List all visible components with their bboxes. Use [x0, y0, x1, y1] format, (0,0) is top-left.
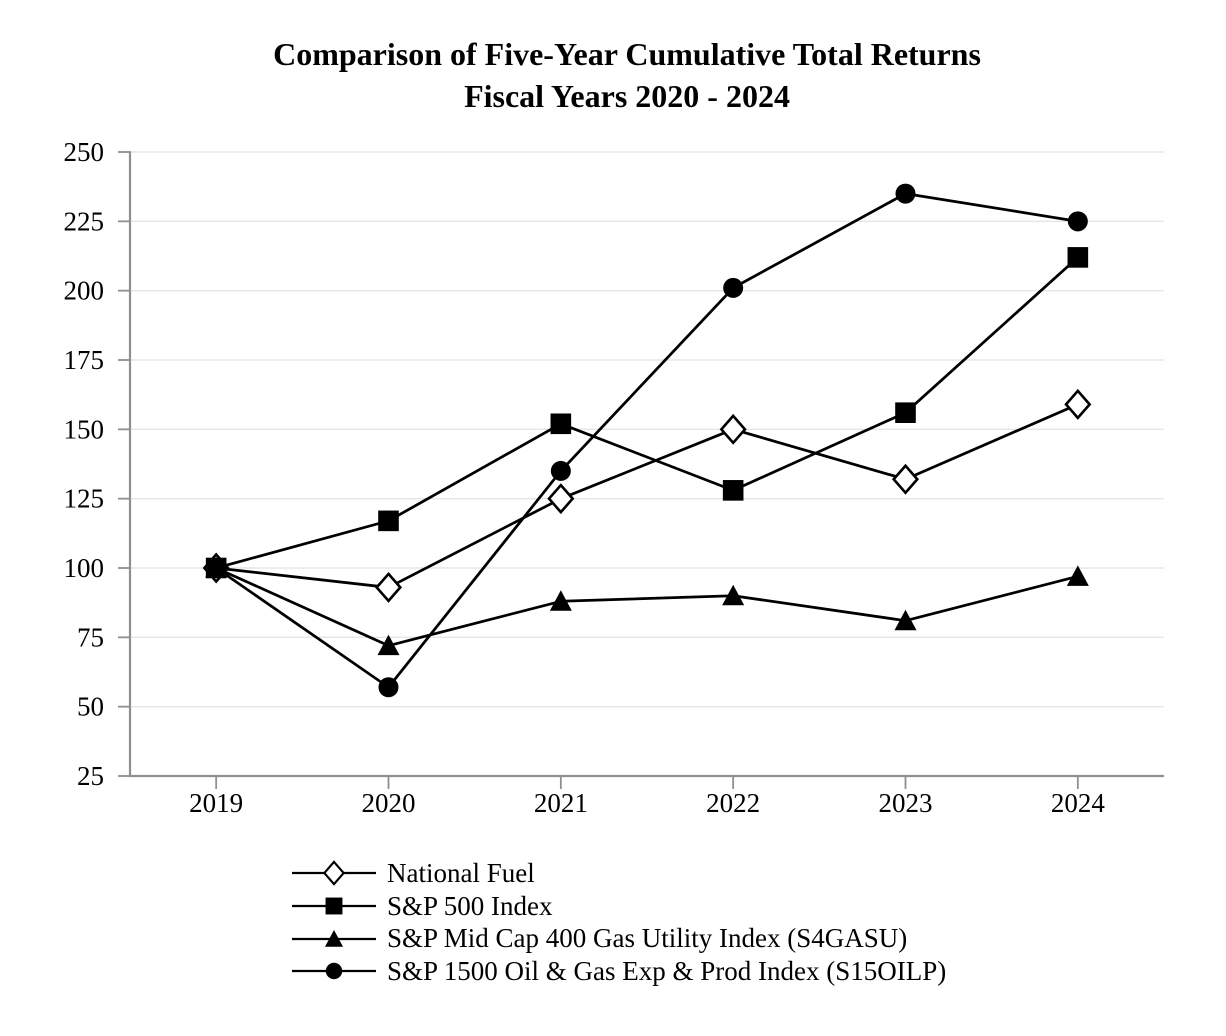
line-chart: 25 50 75 100 125 150 175 200 225 250 2019 2020 2021 2…	[64, 137, 1164, 818]
y-tick-label: 175	[64, 345, 105, 375]
triangle-filled-marker-icon	[324, 929, 344, 947]
series-national-fuel	[202, 388, 1092, 603]
y-tick-label: 225	[64, 206, 105, 236]
circle-filled-marker-icon	[723, 277, 744, 298]
y-tick-label: 200	[64, 276, 105, 306]
diamond-open-marker-icon	[547, 483, 575, 515]
series-s-p-1500-oil-gas-exp-prod-index-s15oilp	[206, 183, 1088, 698]
circle-filled-marker-icon	[325, 963, 343, 980]
legend-key-triangle-filled	[292, 929, 376, 947]
y-tick-label: 250	[64, 137, 105, 167]
legend-item-national-fuel: National Fuel	[291, 857, 946, 890]
legend-item-s-p-mid-cap-400-gas-utility-index-s4gasu: S&P Mid Cap 400 Gas Utility Index (S4GAS…	[291, 922, 946, 955]
triangle-filled-marker-icon	[894, 609, 917, 631]
triangle-filled-marker-icon	[722, 584, 745, 606]
circle-filled-marker-icon	[550, 460, 571, 481]
triangle-filled-marker-icon	[1066, 565, 1089, 586]
series-s-p-500-index	[205, 247, 1089, 579]
legend-label: S&P Mid Cap 400 Gas Utility Index (S4GAS…	[387, 923, 908, 954]
diamond-open-marker-icon	[322, 860, 346, 887]
square-filled-marker-icon	[895, 402, 916, 423]
x-tick-label: 2021	[534, 788, 588, 818]
y-tick-label: 75	[77, 622, 104, 652]
series-line	[215, 256, 1079, 570]
circle-filled-marker-icon	[206, 558, 227, 578]
x-tick-label: 2022	[706, 788, 760, 818]
triangle-filled-marker-icon	[377, 634, 400, 656]
chart-title-line2: Fiscal Years 2020 - 2024	[464, 78, 790, 114]
square-filled-marker-icon	[1067, 247, 1089, 268]
legend-key-square-filled	[292, 897, 376, 915]
diamond-open-marker-icon	[1064, 388, 1092, 420]
chart-legend: National Fuel S&P 500 Index S&P Mid Cap 40…	[291, 857, 946, 988]
x-tick-label: 2024	[1051, 788, 1106, 818]
diamond-open-marker-icon	[719, 413, 747, 445]
square-filled-marker-icon	[378, 510, 399, 532]
series-s-p-mid-cap-400-gas-utility-index-s4gasu	[205, 557, 1089, 656]
legend-label: S&P 1500 Oil & Gas Exp & Prod Index (S15…	[387, 955, 947, 986]
square-filled-marker-icon	[325, 897, 343, 915]
circle-filled-marker-icon	[895, 183, 916, 204]
square-filled-marker-icon	[722, 480, 744, 501]
circle-filled-marker-icon	[1067, 211, 1088, 232]
legend-label: S&P 500 Index	[387, 890, 553, 921]
legend-item-s-p-1500-oil-gas-exp-prod-index-s15oilp: S&P 1500 Oil & Gas Exp & Prod Index (S15…	[291, 955, 946, 988]
legend-key-diamond-open	[292, 860, 376, 887]
triangle-filled-marker-icon	[549, 590, 572, 611]
legend-key-circle-filled	[292, 963, 376, 980]
y-tick-label: 25	[77, 761, 104, 791]
diamond-open-marker-icon	[374, 571, 403, 603]
x-tick-label: 2023	[879, 788, 933, 818]
series-line	[216, 403, 1079, 589]
y-tick-label: 125	[64, 484, 105, 514]
legend-label: National Fuel	[387, 857, 535, 888]
square-filled-marker-icon	[550, 413, 572, 435]
series-line	[215, 192, 1079, 689]
chart-title: Comparison of Five-Year Cumulative Total…	[14, 33, 1226, 117]
circle-filled-marker-icon	[378, 677, 399, 698]
x-tick-label: 2019	[189, 788, 243, 818]
y-tick-label: 50	[77, 692, 104, 722]
y-tick-label: 100	[64, 553, 105, 583]
y-tick-label: 150	[64, 414, 105, 444]
x-tick-label: 2020	[362, 788, 416, 818]
diamond-open-marker-icon	[891, 463, 920, 495]
legend-item-s-p-500-index: S&P 500 Index	[291, 890, 946, 923]
chart-title-line1: Comparison of Five-Year Cumulative Total…	[273, 36, 981, 72]
series-line	[215, 566, 1079, 648]
